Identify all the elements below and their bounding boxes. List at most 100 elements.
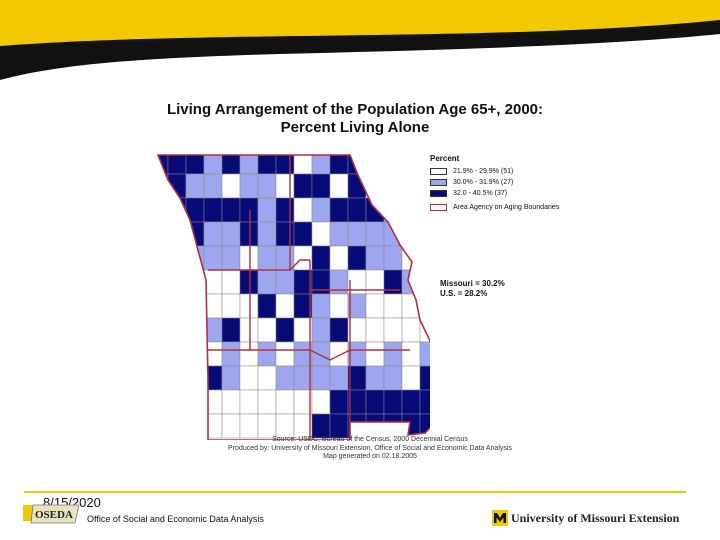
county-cell — [401, 341, 421, 367]
legend-swatch-high — [430, 190, 447, 197]
county-cell — [383, 173, 403, 199]
footer-divider — [24, 491, 686, 493]
county-cell — [257, 269, 277, 295]
county-cell — [419, 293, 430, 319]
county-cell — [239, 173, 259, 199]
county-cell — [419, 245, 430, 271]
county-cell — [329, 293, 349, 319]
county-cell — [329, 173, 349, 199]
county-cell — [185, 389, 205, 415]
county-cell — [311, 155, 331, 175]
county-cell — [239, 197, 259, 223]
county-cell — [365, 245, 385, 271]
county-cell — [365, 365, 385, 391]
county-cell — [239, 293, 259, 319]
county-cell — [239, 365, 259, 391]
summary-stats: Missouri = 30.2% U.S. = 28.2% — [440, 279, 505, 299]
county-cell — [401, 365, 421, 391]
source-note: Source: USDC, Bureau of the Census, 2000… — [180, 436, 560, 462]
county-cell — [293, 197, 313, 223]
county-cell — [158, 365, 169, 391]
title-line-1: Living Arrangement of the Population Age… — [166, 101, 544, 118]
legend-item-boundary: Area Agency on Aging Boundaries — [430, 202, 559, 213]
legend-label-low: 21.9% - 29.9% (51) — [453, 168, 514, 175]
county-cell — [329, 245, 349, 271]
county-cell — [158, 173, 169, 199]
county-cell — [329, 341, 349, 367]
county-cell — [221, 221, 241, 247]
source-line-1: Source: USDC, Bureau of the Census, 2000… — [272, 436, 468, 443]
university-name: University of Missouri Extension — [511, 511, 680, 525]
legend-swatch-boundary — [430, 204, 447, 211]
county-cell — [347, 293, 367, 319]
aging-agency-boundaries — [208, 155, 410, 440]
missouri-county-map — [156, 154, 430, 440]
county-cell — [167, 317, 187, 343]
legend-item-low: 21.9% - 29.9% (51) — [430, 166, 559, 177]
county-cell — [365, 413, 385, 439]
legend-title: Percent — [430, 154, 460, 163]
county-cell — [185, 413, 205, 439]
county-cell — [329, 155, 349, 175]
county-cell — [158, 293, 169, 319]
county-cell — [275, 413, 295, 439]
county-cell — [203, 173, 223, 199]
county-cell — [293, 245, 313, 271]
county-cell — [167, 413, 187, 439]
county-cell — [311, 317, 331, 343]
county-cell — [239, 413, 259, 439]
county-cell — [311, 365, 331, 391]
county-cell — [203, 365, 223, 391]
county-cell — [329, 365, 349, 391]
county-cell — [419, 155, 430, 175]
legend: Percent 21.9% - 29.9% (51) 30.0% - 31.9%… — [430, 154, 559, 213]
county-cell — [275, 269, 295, 295]
county-cell — [167, 221, 187, 247]
county-cell — [383, 155, 403, 175]
county-cell — [311, 293, 331, 319]
legend-item-high: 32.0 - 40.5% (37) — [430, 188, 559, 199]
county-cell — [293, 221, 313, 247]
county-cell — [221, 365, 241, 391]
county-cell — [365, 293, 385, 319]
county-cell — [185, 221, 205, 247]
county-cell — [221, 269, 241, 295]
county-cell — [401, 173, 421, 199]
county-cell — [275, 293, 295, 319]
county-cell — [311, 221, 331, 247]
county-cell — [275, 173, 295, 199]
county-cell — [185, 317, 205, 343]
county-cell — [203, 413, 223, 439]
county-cell — [257, 173, 277, 199]
county-cell — [203, 389, 223, 415]
county-cell — [167, 341, 187, 367]
county-cell — [257, 221, 277, 247]
county-cell — [383, 197, 403, 223]
county-cell — [293, 365, 313, 391]
county-cell — [203, 245, 223, 271]
county-cell — [158, 245, 169, 271]
county-cell — [365, 341, 385, 367]
county-cell — [185, 293, 205, 319]
county-cell — [239, 269, 259, 295]
county-cell — [383, 317, 403, 343]
county-cell — [383, 293, 403, 319]
county-cell — [275, 317, 295, 343]
map-title: Living Arrangement of the Population Age… — [120, 101, 590, 137]
county-cell — [329, 389, 349, 415]
county-cell — [365, 173, 385, 199]
county-cell — [419, 389, 430, 415]
county-cell — [185, 269, 205, 295]
county-cell — [257, 389, 277, 415]
county-cell — [293, 389, 313, 415]
county-cell — [401, 221, 421, 247]
oseda-logo-text: OSEDA — [35, 509, 73, 521]
county-cell — [167, 155, 187, 175]
county-cell — [365, 317, 385, 343]
county-cell — [257, 293, 277, 319]
missouri-stat: Missouri = 30.2% — [440, 279, 505, 288]
county-cell — [275, 341, 295, 367]
county-cell — [311, 389, 331, 415]
county-cell — [383, 389, 403, 415]
county-cell — [293, 293, 313, 319]
